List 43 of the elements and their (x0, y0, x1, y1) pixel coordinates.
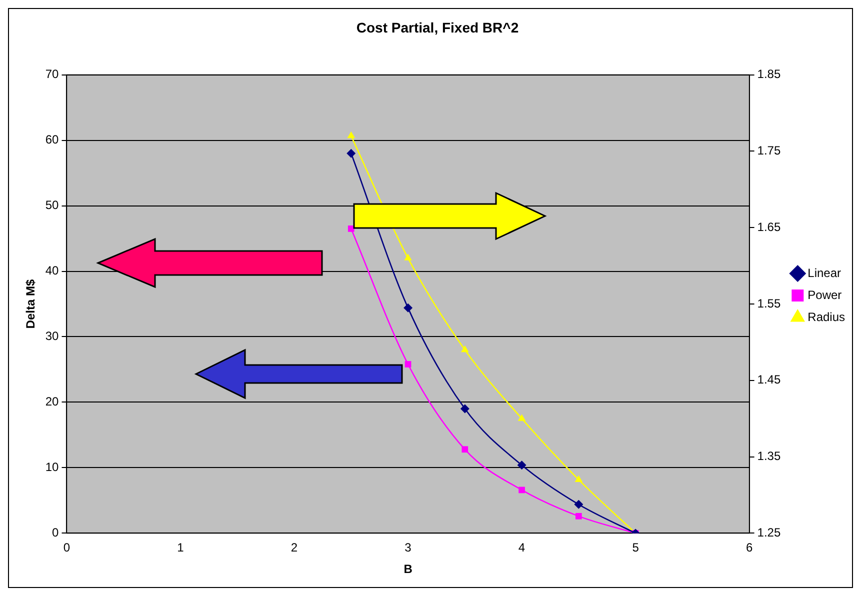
x-tick-label: 5 (632, 540, 640, 555)
x-tick-label: 3 (404, 540, 412, 555)
y2-tick-label: 1.25 (757, 526, 781, 540)
y-tick-label: 10 (45, 460, 60, 474)
point (574, 475, 583, 482)
y-tick-label: 60 (45, 132, 60, 147)
point (460, 404, 470, 414)
y-axis-title: Delta M$ (24, 279, 38, 329)
legend-label: Linear (808, 266, 842, 280)
point (461, 345, 469, 352)
y2-tick-label: 1.35 (757, 449, 781, 464)
point (517, 460, 526, 470)
point (348, 226, 354, 232)
y2-tick-label: 1.65 (757, 220, 781, 234)
y-tick-label: 0 (52, 526, 60, 540)
point (346, 148, 356, 158)
y-tick-label: 30 (45, 329, 60, 344)
chart-title: Cost Partial, Fixed BR^2 (356, 19, 519, 36)
y-tick-label: 20 (45, 394, 60, 409)
y2-tick-label: 1.55 (757, 296, 781, 310)
y-tick-label: 40 (45, 264, 60, 278)
y-tick-label: 70 (45, 67, 60, 82)
point (404, 303, 413, 312)
point (404, 361, 412, 368)
point (462, 446, 468, 453)
x-tick-label: 6 (746, 540, 753, 555)
y2-tick-label: 1.85 (757, 67, 781, 82)
point (574, 500, 584, 509)
y2-tick-label: 1.75 (757, 144, 781, 158)
legend-label: Power (808, 288, 842, 302)
point (347, 131, 356, 138)
y2-tick-label: 1.45 (757, 372, 781, 387)
point (575, 512, 582, 520)
x-tick-label: 2 (290, 540, 298, 555)
y-tick-label: 50 (45, 198, 60, 212)
x-tick-label: 4 (518, 540, 526, 555)
legend-label: Radius (808, 310, 846, 324)
x-tick-label: 0 (63, 540, 70, 555)
point (404, 254, 412, 260)
x-axis-title: B (404, 562, 413, 576)
x-tick-label: 1 (177, 540, 184, 555)
point (518, 414, 526, 421)
point (518, 486, 525, 494)
